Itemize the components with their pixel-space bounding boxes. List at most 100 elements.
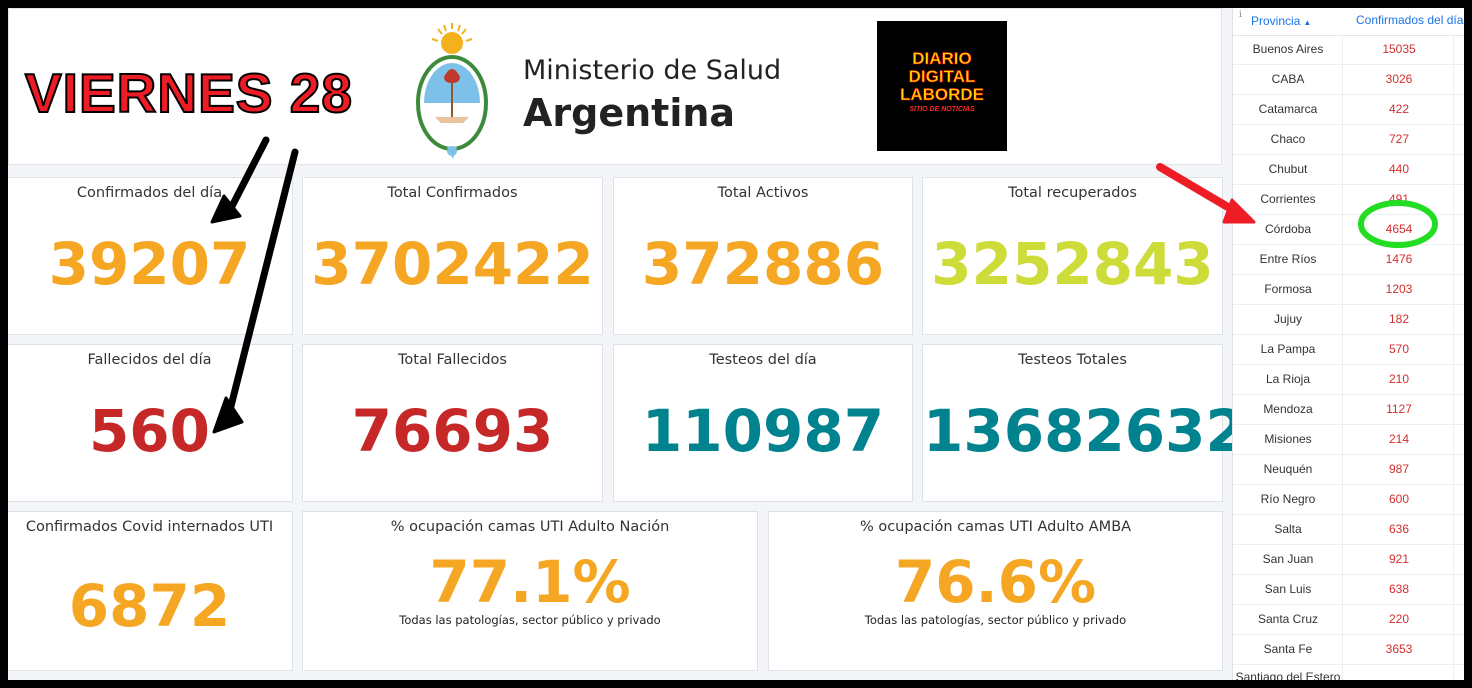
card-value: 76693 bbox=[351, 397, 554, 465]
card-note: Todas las patologías, sector público y p… bbox=[399, 613, 661, 627]
ministry-country: Argentina bbox=[523, 91, 736, 135]
table-row[interactable]: Salta 636 bbox=[1233, 515, 1464, 545]
card-label: Total recuperados bbox=[1008, 185, 1137, 201]
diario-logo-line1: DIARIO bbox=[912, 49, 972, 68]
cell-provincia: Entre Ríos bbox=[1259, 252, 1317, 266]
argentina-coat-of-arms-icon bbox=[416, 23, 488, 159]
column-header-provincia[interactable]: Provincia ▲ bbox=[1251, 14, 1312, 28]
table-row[interactable]: La Rioja 210 bbox=[1233, 365, 1464, 395]
cell-confirmados: 3026 bbox=[1385, 72, 1413, 86]
card-label: Confirmados del día bbox=[76, 185, 223, 201]
card-value: 6872 bbox=[68, 572, 231, 640]
cell-provincia: Corrientes bbox=[1260, 192, 1316, 206]
cell-provincia: Salta bbox=[1274, 522, 1302, 536]
cell-confirmados: 15035 bbox=[1382, 42, 1416, 56]
cell-confirmados: 182 bbox=[1388, 312, 1410, 326]
card-fallecidos-dia: Fallecidos del día 560 bbox=[8, 344, 293, 502]
card-total-activos: Total Activos 372886 bbox=[613, 177, 913, 335]
table-row[interactable]: Entre Ríos 1476 bbox=[1233, 245, 1464, 275]
card-label: % ocupación camas UTI Adulto Nación bbox=[390, 519, 670, 535]
card-value: 76.6% bbox=[894, 548, 1097, 616]
table-row[interactable]: CABA 3026 bbox=[1233, 65, 1464, 95]
table-row[interactable]: Corrientes 491 bbox=[1233, 185, 1464, 215]
table-row[interactable]: Chubut 440 bbox=[1233, 155, 1464, 185]
card-label: Total Activos bbox=[717, 185, 809, 201]
card-note: Todas las patologías, sector público y p… bbox=[864, 613, 1127, 627]
annotation-title: VIERNES 28 bbox=[24, 62, 353, 124]
card-label: Total Confirmados bbox=[387, 185, 518, 201]
cell-confirmados: 1127 bbox=[1386, 402, 1412, 416]
card-value: 13682632 bbox=[923, 397, 1246, 465]
card-value: 39207 bbox=[48, 230, 251, 298]
province-table: i Provincia ▲ Confirmados del día Buenos … bbox=[1232, 8, 1464, 680]
card-total-recuperados: Total recuperados 3252843 bbox=[922, 177, 1223, 335]
cell-provincia: Jujuy bbox=[1273, 312, 1302, 326]
cell-confirmados: 422 bbox=[1388, 102, 1410, 116]
cell-confirmados: 633 bbox=[1343, 679, 1455, 680]
cell-provincia: Santa Fe bbox=[1263, 642, 1313, 656]
table-row[interactable]: Santiago del Estero633 bbox=[1233, 665, 1464, 680]
table-row[interactable]: Buenos Aires 15035 bbox=[1233, 35, 1464, 65]
info-icon[interactable]: i bbox=[1239, 10, 1242, 20]
card-value: 3252843 bbox=[931, 230, 1214, 298]
cell-provincia: Formosa bbox=[1264, 282, 1312, 296]
cell-confirmados: 570 bbox=[1388, 342, 1410, 356]
table-row-highlighted[interactable]: Córdoba 4654 bbox=[1233, 215, 1464, 245]
table-header: i Provincia ▲ Confirmados del día bbox=[1233, 8, 1464, 36]
card-value: 77.1% bbox=[429, 548, 631, 616]
table-row[interactable]: San Luis 638 bbox=[1233, 575, 1464, 605]
cell-confirmados: 440 bbox=[1388, 162, 1410, 176]
table-row[interactable]: Santa Fe 3653 bbox=[1233, 635, 1464, 665]
card-testeos-dia: Testeos del día 110987 bbox=[613, 344, 913, 502]
table-body: Buenos Aires 15035 CABA 3026 Catamarca 422 … bbox=[1233, 35, 1464, 680]
table-row[interactable]: Misiones 214 bbox=[1233, 425, 1464, 455]
table-row[interactable]: Santa Cruz 220 bbox=[1233, 605, 1464, 635]
cell-provincia: Catamarca bbox=[1258, 102, 1318, 116]
card-label: Total Fallecidos bbox=[398, 352, 507, 368]
card-ocupacion-nacion: % ocupación camas UTI Adulto Nación 77.1… bbox=[302, 511, 758, 671]
table-row[interactable]: Catamarca 422 bbox=[1233, 95, 1464, 125]
cell-confirmados: 491 bbox=[1388, 192, 1410, 206]
table-row[interactable]: La Pampa 570 bbox=[1233, 335, 1464, 365]
diario-laborde-logo: DIARIO DIGITAL LABORDE SITIO DE NOTICIAS bbox=[877, 21, 1007, 151]
cell-provincia: Chubut bbox=[1268, 162, 1308, 176]
cell-confirmados: 921 bbox=[1388, 552, 1410, 566]
cell-provincia: Santa Cruz bbox=[1257, 612, 1319, 626]
card-label: Testeos del día bbox=[709, 352, 817, 368]
card-total-fallecidos: Total Fallecidos 76693 bbox=[302, 344, 603, 502]
card-value: 110987 bbox=[641, 397, 885, 465]
card-label: Testeos Totales bbox=[1018, 352, 1127, 368]
card-total-confirmados: Total Confirmados 3702422 bbox=[302, 177, 603, 335]
diario-logo-line3: LABORDE bbox=[899, 85, 985, 104]
card-value: 3702422 bbox=[311, 230, 594, 298]
card-ocupacion-amba: % ocupación camas UTI Adulto AMBA 76.6% … bbox=[768, 511, 1223, 671]
table-row[interactable]: Neuquén 987 bbox=[1233, 455, 1464, 485]
cell-confirmados: 600 bbox=[1388, 492, 1410, 506]
dashboard-frame: VIERNES 28 Ministerio de Salud Argentina bbox=[8, 8, 1464, 680]
column-header-confirmados[interactable]: Confirmados del día bbox=[1356, 13, 1464, 27]
table-row[interactable]: Mendoza 1127 bbox=[1233, 395, 1464, 425]
cell-confirmados: 210 bbox=[1388, 372, 1410, 386]
diario-logo-tagline: SITIO DE NOTICIAS bbox=[909, 106, 975, 113]
diario-logo-line2: DIGITAL bbox=[908, 67, 976, 86]
cell-provincia: Misiones bbox=[1264, 432, 1312, 446]
cell-confirmados: 1203 bbox=[1385, 282, 1413, 296]
cell-provincia: Santiago del Estero bbox=[1235, 670, 1341, 680]
table-row[interactable]: Formosa 1203 bbox=[1233, 275, 1464, 305]
cell-confirmados: 638 bbox=[1388, 582, 1410, 596]
cell-confirmados: 727 bbox=[1388, 132, 1410, 146]
table-row[interactable]: San Juan 921 bbox=[1233, 545, 1464, 575]
cell-provincia: CABA bbox=[1271, 72, 1305, 86]
table-row[interactable]: Río Negro 600 bbox=[1233, 485, 1464, 515]
header-panel: VIERNES 28 Ministerio de Salud Argentina bbox=[8, 8, 1222, 165]
table-row[interactable]: Jujuy 182 bbox=[1233, 305, 1464, 335]
sort-ascending-icon: ▲ bbox=[1303, 18, 1312, 27]
cell-provincia: Mendoza bbox=[1263, 402, 1313, 416]
cell-provincia: Río Negro bbox=[1260, 492, 1316, 506]
card-internados-uti: Confirmados Covid internados UTI 6872 bbox=[8, 511, 293, 671]
table-row[interactable]: Chaco 727 bbox=[1233, 125, 1464, 155]
cell-provincia: La Pampa bbox=[1260, 342, 1316, 356]
cell-provincia: Córdoba bbox=[1264, 222, 1312, 236]
ministry-name: Ministerio de Salud bbox=[523, 55, 782, 86]
cell-confirmados: 214 bbox=[1388, 432, 1410, 446]
